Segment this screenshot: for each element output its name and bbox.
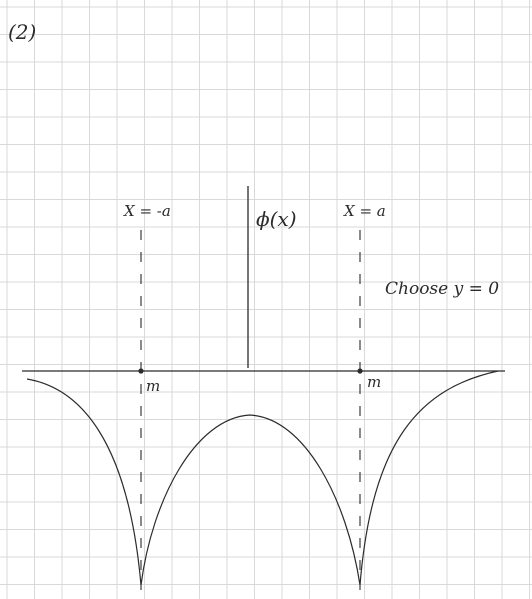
choose-note: Choose y = 0 [385,279,499,299]
phi-axis-label: ϕ(x) [256,207,297,231]
point-left-dot [138,368,144,374]
problem-label: (2) [8,20,36,44]
point-right-dot [357,368,363,374]
left-line-label: X = -a [123,202,171,220]
point-label-left: m [146,377,160,395]
point-label-right: m [367,373,381,391]
right-line-label: X = a [343,202,386,220]
potential-curve [26,370,499,586]
